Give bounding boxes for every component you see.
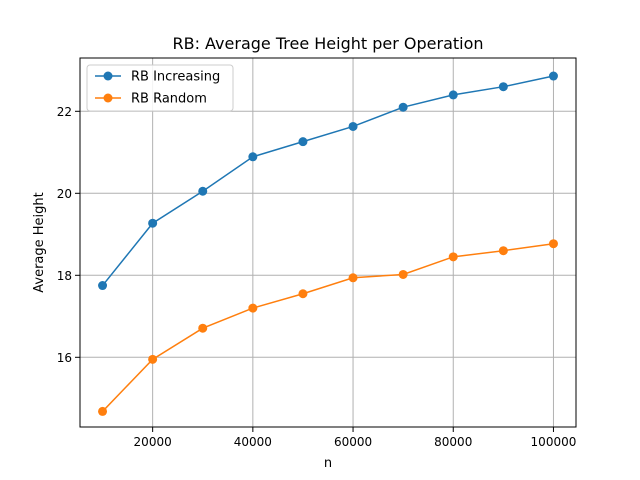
data-point — [348, 273, 358, 283]
legend-label: RB Random — [131, 92, 207, 107]
data-point — [98, 406, 108, 416]
axis-ticks: 20000 40000 60000 80000 100000 16 18 20 22 — [57, 105, 577, 449]
y-tick-label: 20 — [57, 187, 72, 201]
data-point — [398, 102, 408, 112]
legend-label: RB Increasing — [131, 70, 220, 85]
data-point — [548, 239, 558, 249]
data-point — [498, 246, 508, 256]
data-point — [548, 71, 558, 81]
plot-frame — [79, 57, 577, 428]
data-point — [448, 252, 458, 262]
x-tick-label: 100000 — [531, 435, 577, 449]
legend-marker — [103, 93, 113, 103]
x-axis-label: n — [324, 456, 332, 471]
x-tick-label: 40000 — [234, 435, 272, 449]
x-tick-label: 20000 — [134, 435, 172, 449]
x-tick-label: 60000 — [334, 435, 372, 449]
data-point — [248, 303, 258, 313]
legend-entry: RB Increasing — [95, 70, 220, 85]
series-1 — [98, 71, 558, 291]
data-point — [148, 354, 158, 364]
data-point — [348, 121, 358, 131]
data-point — [298, 289, 308, 299]
data-point — [198, 186, 208, 196]
series-2 — [98, 239, 558, 416]
legend-box — [86, 64, 234, 112]
data-point — [198, 323, 208, 333]
series-line — [101, 75, 554, 287]
legend: RB Increasing RB Random — [86, 64, 234, 112]
chart-title: RB: Average Tree Height per Operation — [172, 34, 483, 53]
y-tick-label: 22 — [57, 105, 72, 119]
legend-entry: RB Random — [95, 92, 207, 107]
y-tick-label: 16 — [57, 351, 72, 365]
series-line — [102, 242, 554, 412]
data-point — [398, 269, 408, 279]
legend-marker — [103, 71, 113, 81]
y-axis-label: Average Height — [32, 192, 47, 293]
data-point — [298, 137, 308, 147]
data-point — [498, 82, 508, 92]
series-layer — [98, 71, 558, 416]
data-point — [248, 152, 258, 162]
data-point — [448, 90, 458, 100]
data-point — [98, 281, 108, 291]
y-tick-label: 18 — [57, 269, 72, 283]
x-tick-label: 80000 — [434, 435, 472, 449]
data-point — [148, 218, 158, 228]
